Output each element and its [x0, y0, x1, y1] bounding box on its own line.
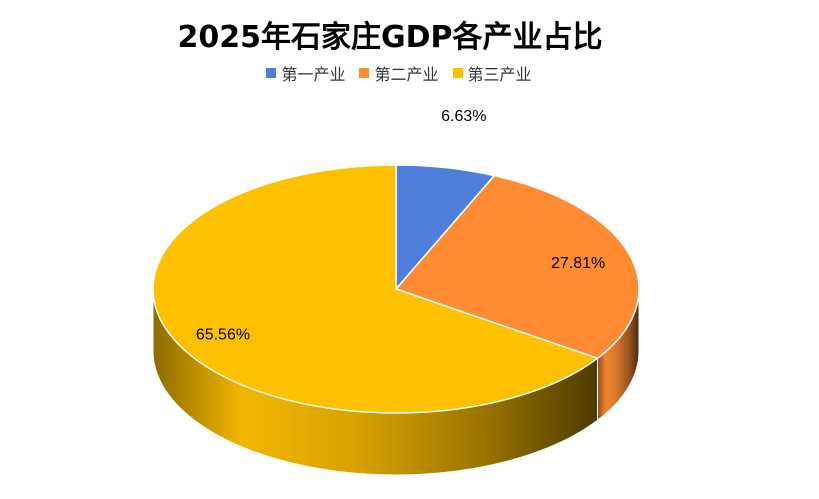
data-label: 6.63% [441, 108, 486, 125]
legend-swatch [359, 68, 370, 78]
legend-label: 第一产业 [281, 65, 346, 84]
pie-slice [394, 174, 640, 360]
legend-label: 第三产业 [467, 65, 532, 84]
legend-item: 第一产业 [266, 61, 345, 85]
legend: 第一产业 第二产业 第三产业 [0, 61, 798, 85]
legend-item: 第二产业 [359, 61, 439, 85]
pie-top [152, 164, 640, 414]
legend-item: 第三产业 [452, 61, 532, 85]
chart-title: 2025年石家庄GDP各产业占比 [177, 20, 603, 55]
data-label: 65.56% [196, 326, 250, 343]
legend-swatch [266, 68, 277, 78]
pie-slice [152, 164, 600, 414]
legend-label: 第二产业 [374, 65, 439, 84]
data-label: 27.81% [551, 255, 605, 272]
legend-swatch [452, 68, 463, 78]
